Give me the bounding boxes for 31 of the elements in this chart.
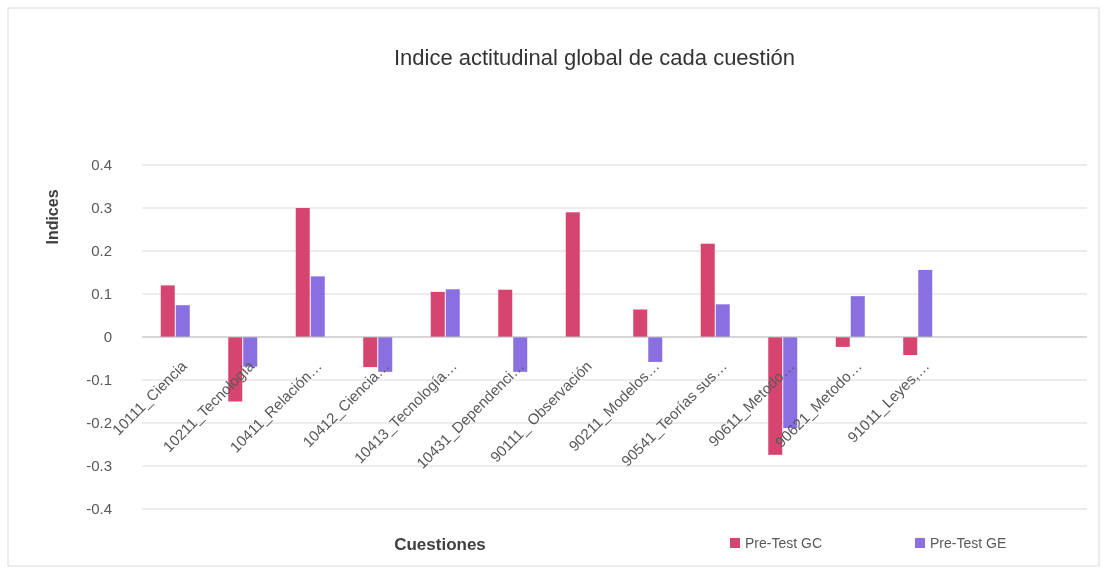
y-tick-label: 0.4	[91, 156, 112, 174]
y-tick-label: -0.1	[86, 371, 112, 389]
bar	[850, 296, 865, 337]
y-tick-label: 0.3	[91, 199, 112, 217]
bar	[445, 289, 460, 337]
y-tick-label: 0.1	[91, 285, 112, 303]
bar	[498, 289, 513, 337]
legend-label: Pre-Test GC	[745, 535, 823, 551]
bar	[648, 337, 663, 362]
bar	[310, 276, 325, 337]
x-axis-title: Cuestiones	[394, 535, 486, 554]
bar	[700, 243, 715, 337]
bar	[715, 304, 730, 337]
bar	[430, 291, 445, 337]
bar	[565, 212, 580, 337]
bar	[835, 337, 850, 347]
y-tick-label: -0.4	[86, 500, 112, 518]
bar	[918, 269, 933, 337]
y-axis-title: Indices	[44, 189, 61, 245]
bar	[160, 285, 175, 337]
bar	[363, 337, 378, 368]
y-tick-label: 0.2	[91, 242, 112, 260]
bar	[633, 309, 648, 337]
chart-title: Indice actitudinal global de cada cuestión	[393, 45, 796, 70]
bar	[175, 305, 190, 337]
y-tick-label: 0	[103, 328, 112, 346]
bar	[295, 208, 310, 337]
legend-label: Pre-Test GE	[930, 535, 1007, 551]
bar	[903, 337, 918, 356]
y-tick-label: -0.2	[86, 414, 112, 432]
y-tick-label: -0.3	[86, 457, 112, 475]
